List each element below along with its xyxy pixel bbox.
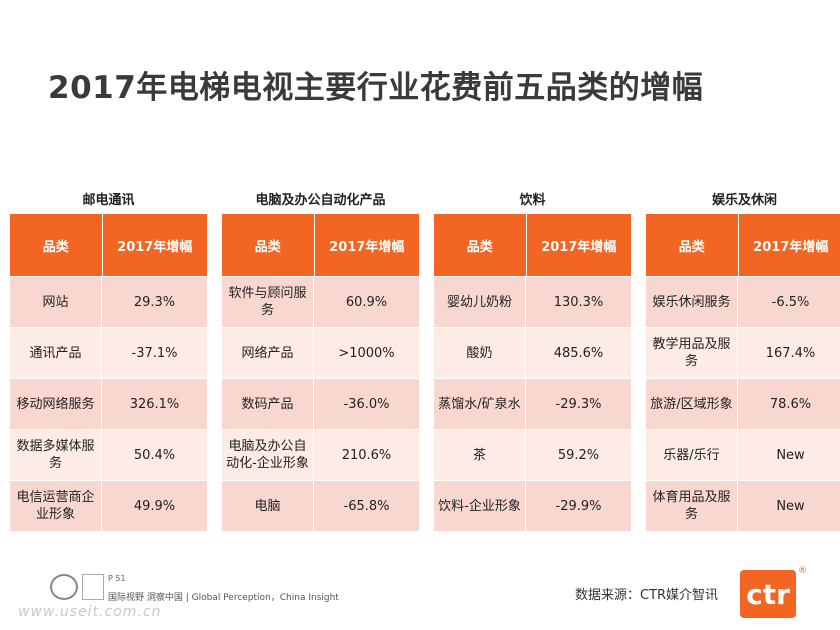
category-table: 饮料品类 2017年增幅婴幼儿奶粉 130.3% 酸奶 485.6% 蒸馏水/矿泉水 -29… xyxy=(434,190,631,531)
row-growth: -36.0% xyxy=(343,396,390,412)
table-row: 婴幼儿奶粉 130.3% xyxy=(434,277,631,327)
page-number: P 51 xyxy=(108,574,126,583)
table-row: 网络产品 >1000% xyxy=(222,328,419,378)
table-row: 数据多媒体服务 50.4% xyxy=(10,430,207,480)
category-table: 邮电通讯品类 2017年增幅网站 29.3% 通讯产品 -37.1% 移动网络服务 326.… xyxy=(10,190,207,531)
table-header: 品类 2017年增幅 xyxy=(434,214,631,276)
row-category: 饮料-企业形象 xyxy=(434,481,526,531)
table-row: 电脑及办公自动化-企业形象 210.6% xyxy=(222,430,419,480)
table-header: 品类 2017年增幅 xyxy=(222,214,419,276)
footer-tagline: 国际视野 洞察中国 | Global Perception，China Insi… xyxy=(108,593,339,603)
table-row: 饮料-企业形象 -29.9% xyxy=(434,481,631,531)
table-row: 乐器/乐行 New xyxy=(646,430,840,480)
table-header: 品类 2017年增幅 xyxy=(646,214,840,276)
row-category: 电脑及办公自动化-企业形象 xyxy=(222,430,314,480)
table-title: 邮电通讯 xyxy=(82,193,135,208)
row-category: 电脑 xyxy=(222,481,314,531)
table-row: 软件与顾问服务 60.9% xyxy=(222,277,419,327)
row-growth: -6.5% xyxy=(771,294,810,310)
row-category: 娱乐休闲服务 xyxy=(646,277,738,327)
table-row: 电脑 -65.8% xyxy=(222,481,419,531)
header-growth: 2017年增幅 xyxy=(117,239,193,255)
row-category: 移动网络服务 xyxy=(10,379,102,429)
row-growth: 130.3% xyxy=(553,294,604,310)
row-growth: 59.2% xyxy=(557,447,600,463)
header-growth: 2017年增幅 xyxy=(541,239,617,255)
table-row: 蒸馏水/矿泉水 -29.3% xyxy=(434,379,631,429)
row-category: 通讯产品 xyxy=(10,328,102,378)
row-growth: -65.8% xyxy=(343,498,390,514)
row-category: 旅游/区域形象 xyxy=(646,379,738,429)
row-growth: 60.9% xyxy=(345,294,388,310)
table-row: 酸奶 485.6% xyxy=(434,328,631,378)
table-row: 数码产品 -36.0% xyxy=(222,379,419,429)
row-category: 茶 xyxy=(434,430,526,480)
row-category: 网络产品 xyxy=(222,328,314,378)
row-growth: 485.6% xyxy=(553,345,604,361)
row-category: 乐器/乐行 xyxy=(646,430,738,480)
row-growth: -29.3% xyxy=(555,396,602,412)
table-title: 电脑及办公自动化产品 xyxy=(255,193,386,208)
row-category: 数码产品 xyxy=(222,379,314,429)
row-growth: 49.9% xyxy=(133,498,176,514)
header-growth: 2017年增幅 xyxy=(753,239,829,255)
table-row: 茶 59.2% xyxy=(434,430,631,480)
header-growth: 2017年增幅 xyxy=(329,239,405,255)
row-category: 软件与顾问服务 xyxy=(222,277,314,327)
row-growth: 210.6% xyxy=(341,447,392,463)
row-growth: -37.1% xyxy=(131,345,178,361)
category-table: 电脑及办公自动化产品品类 2017年增幅软件与顾问服务 60.9% 网络产品 >1000… xyxy=(222,190,419,531)
row-category: 教学用品及服务 xyxy=(646,328,738,378)
watermark-url: www.useit.com.cn xyxy=(18,604,162,620)
row-category: 酸奶 xyxy=(434,328,526,378)
category-table: 娱乐及休闲品类 2017年增幅娱乐休闲服务 -6.5% 教学用品及服务 167.4% 旅游… xyxy=(646,190,840,531)
row-growth: 326.1% xyxy=(129,396,180,412)
header-category: 品类 xyxy=(434,214,527,276)
table-row: 娱乐休闲服务 -6.5% xyxy=(646,277,840,327)
header-category: 品类 xyxy=(222,214,315,276)
table-title: 娱乐及休闲 xyxy=(711,193,777,208)
table-row: 电信运营商企业形象 49.9% xyxy=(10,481,207,531)
registered-mark: ® xyxy=(798,566,807,576)
row-category: 网站 xyxy=(10,277,102,327)
ctr-logo: ctr xyxy=(740,570,796,618)
row-growth: 50.4% xyxy=(133,447,176,463)
row-growth: >1000% xyxy=(338,345,395,361)
table-row: 网站 29.3% xyxy=(10,277,207,327)
row-growth: -29.9% xyxy=(555,498,602,514)
row-category: 体育用品及服务 xyxy=(646,481,738,531)
header-category: 品类 xyxy=(646,214,739,276)
table-title: 饮料 xyxy=(519,193,546,208)
table-row: 移动网络服务 326.1% xyxy=(10,379,207,429)
certification-icon xyxy=(50,574,78,600)
row-category: 数据多媒体服务 xyxy=(10,430,102,480)
row-growth: New xyxy=(776,447,805,463)
certification-badge-icon xyxy=(82,574,104,600)
row-growth: New xyxy=(776,498,805,514)
row-category: 电信运营商企业形象 xyxy=(10,481,102,531)
row-category: 婴幼儿奶粉 xyxy=(434,277,526,327)
row-growth: 167.4% xyxy=(765,345,816,361)
header-category: 品类 xyxy=(10,214,103,276)
page-title: 2017年电梯电视主要行业花费前五品类的增幅 xyxy=(48,70,704,106)
row-growth: 78.6% xyxy=(769,396,812,412)
data-source: 数据来源：CTR媒介智讯 xyxy=(575,588,719,603)
table-row: 教学用品及服务 167.4% xyxy=(646,328,840,378)
table-row: 体育用品及服务 New xyxy=(646,481,840,531)
table-row: 旅游/区域形象 78.6% xyxy=(646,379,840,429)
table-row: 通讯产品 -37.1% xyxy=(10,328,207,378)
table-header: 品类 2017年增幅 xyxy=(10,214,207,276)
row-category: 蒸馏水/矿泉水 xyxy=(434,379,526,429)
row-growth: 29.3% xyxy=(133,294,176,310)
